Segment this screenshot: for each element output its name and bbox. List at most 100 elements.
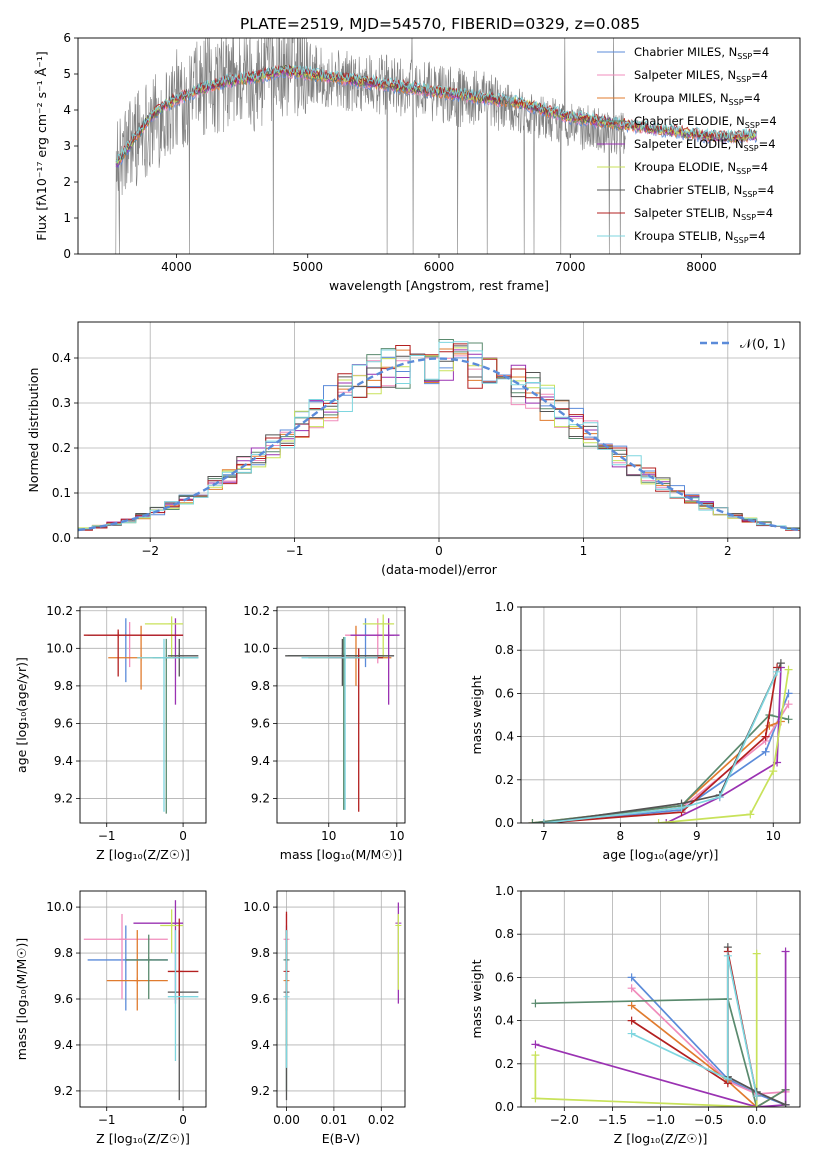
y-tick-label: 9.8 [251, 946, 270, 960]
plot-area [277, 607, 405, 823]
y-tick-label: 0.8 [495, 643, 514, 657]
x-tick-label: 0.00 [273, 1113, 300, 1127]
y-tick-label: 6 [63, 31, 71, 45]
point-marker [168, 620, 175, 627]
x-tick-label: 10 [766, 829, 781, 843]
point-marker [172, 993, 179, 1000]
y-tick-label: 0.6 [495, 970, 514, 984]
x-tick-label: 0.01 [321, 1113, 348, 1127]
series-salpeter-stelib [539, 663, 782, 823]
plot-area [277, 891, 405, 1107]
series-kroupa-stelib [627, 951, 761, 1101]
figure-title: PLATE=2519, MJD=54570, FIBERID=0329, z=0… [240, 15, 640, 33]
legend-entry-salpeter-elodie: Salpeter ELODIE, NSSP=4 [634, 137, 776, 153]
series-marker [539, 819, 548, 823]
normal-curve [78, 357, 800, 532]
legend-entry-salpeter-miles: Salpeter MILES, NSSP=4 [634, 68, 768, 84]
series-kroupa-stelib [539, 667, 782, 823]
y-tick-label: 10.0 [243, 641, 270, 655]
y-tick-label: 0.2 [495, 773, 514, 787]
point-salpeter-elodie [350, 618, 400, 705]
y-tick-label: 4 [63, 103, 71, 117]
y-tick-label: 0.2 [495, 1057, 514, 1071]
series-line [543, 693, 790, 823]
y-tick-label: 9.4 [54, 1038, 73, 1052]
point-chabrier-miles [353, 618, 395, 668]
axes-frame [520, 890, 801, 1108]
x-tick-label: 6000 [424, 260, 455, 274]
point-marker [176, 968, 183, 975]
series-marker [531, 1040, 540, 1049]
series-marker [784, 700, 793, 709]
point-chabrier-stelib [285, 638, 395, 686]
point-salpeter-elodie [141, 618, 184, 705]
y-tick-label: 0.4 [52, 351, 71, 365]
y-tick-label: 9.4 [251, 1038, 270, 1052]
y-tick-label: 1 [63, 211, 71, 225]
series-marker [627, 1029, 636, 1038]
point-chabrier-miles [87, 925, 168, 1011]
y-tick-label: 5 [63, 67, 71, 81]
series-marker [627, 1016, 636, 1025]
y-tick-label: 0.8 [495, 927, 514, 941]
point-kroupa-elodie [144, 616, 184, 658]
point-salpeter-miles [83, 913, 168, 999]
series-line [543, 667, 778, 823]
series-marker [773, 667, 782, 676]
axes: 0.00 0.01 0.02 9.2 9.4 9.6 9.8 10.0 E(B-V) [243, 900, 394, 1146]
y-tick-label: 9.8 [54, 679, 73, 693]
axes: −2.0 −1.5 −1.0 −0.5 0.0 0.0 0.2 0.4 0.6 0.8 1.0 Z [… [469, 884, 766, 1146]
y-tick-label: 10.0 [243, 900, 270, 914]
point-kroupa-stelib [137, 638, 199, 812]
x-tick-label: 10 [321, 829, 336, 843]
point-kroupa-stelib [283, 930, 290, 1068]
y-tick-label: 2 [63, 175, 71, 189]
axes-frame [77, 321, 801, 539]
x-tick-label: 4000 [161, 260, 192, 274]
y-axis-label: age [log₁₀(age/yr)] [14, 657, 29, 773]
series-line [665, 667, 782, 823]
legend-entry-kroupa-elodie: Kroupa ELODIE, NSSP=4 [634, 160, 768, 176]
y-tick-label: 9.6 [54, 992, 73, 1006]
x-tick-label: 10 [389, 829, 404, 843]
y-tick-label: 0.6 [495, 686, 514, 700]
series-marker [531, 999, 540, 1008]
axes-frame [276, 890, 406, 1108]
point-marker [134, 977, 141, 984]
x-tick-label: 7000 [555, 260, 586, 274]
point-kroupa-elodie [395, 913, 402, 990]
series-salpeter-stelib [627, 947, 761, 1101]
series-line [535, 951, 787, 1107]
x-tick-label: −1 [98, 1113, 116, 1127]
series-marker [723, 951, 732, 960]
series-line [630, 976, 786, 1106]
series-marker [715, 793, 724, 802]
y-axis-label: mass weight [469, 675, 484, 754]
y-tick-label: 9.2 [251, 792, 270, 806]
plot-area [521, 607, 800, 823]
point-marker [145, 956, 152, 963]
x-tick-label: −2.0 [550, 1113, 579, 1127]
legend-entry-kroupa-miles: Kroupa MILES, NSSP=4 [634, 91, 760, 107]
series-marker [784, 665, 793, 674]
x-tick-label: 1 [580, 544, 588, 558]
panel-age-vs-mass: 10 10 9.2 9.4 9.6 9.8 10.0 10.2 mass [log₁₀(M/M☉… [243, 604, 406, 862]
y-tick-label: 10.0 [46, 900, 73, 914]
x-tick-label: 8 [617, 829, 625, 843]
y-tick-label: 10.2 [243, 604, 270, 618]
x-axis-label: Z [log₁₀(Z/Z☉)] [96, 1131, 190, 1146]
x-tick-label: 0 [179, 829, 187, 843]
series-marker [776, 659, 785, 668]
series-marker [677, 803, 686, 812]
series-marker [769, 767, 778, 776]
y-tick-label: 9.8 [251, 679, 270, 693]
axes: −1 0 9.2 9.4 9.6 9.8 10.0 10.2 Z [log₁₀(Z/Z☉)] ag… [14, 604, 190, 862]
x-tick-label: 0.02 [368, 1113, 395, 1127]
y-tick-label: 9.4 [54, 754, 73, 768]
axes-frame [79, 606, 207, 824]
panel-mass-vs-ebv: 0.00 0.01 0.02 9.2 9.4 9.6 9.8 10.0 E(B-V) [243, 890, 406, 1146]
point-salpeter-stelib [167, 918, 199, 999]
point-marker [380, 620, 387, 627]
y-tick-label: 0.4 [495, 730, 514, 744]
panel-age-vs-Z: −1 0 9.2 9.4 9.6 9.8 10.0 10.2 Z [log₁₀(Z/Z☉)] ag… [14, 604, 207, 862]
